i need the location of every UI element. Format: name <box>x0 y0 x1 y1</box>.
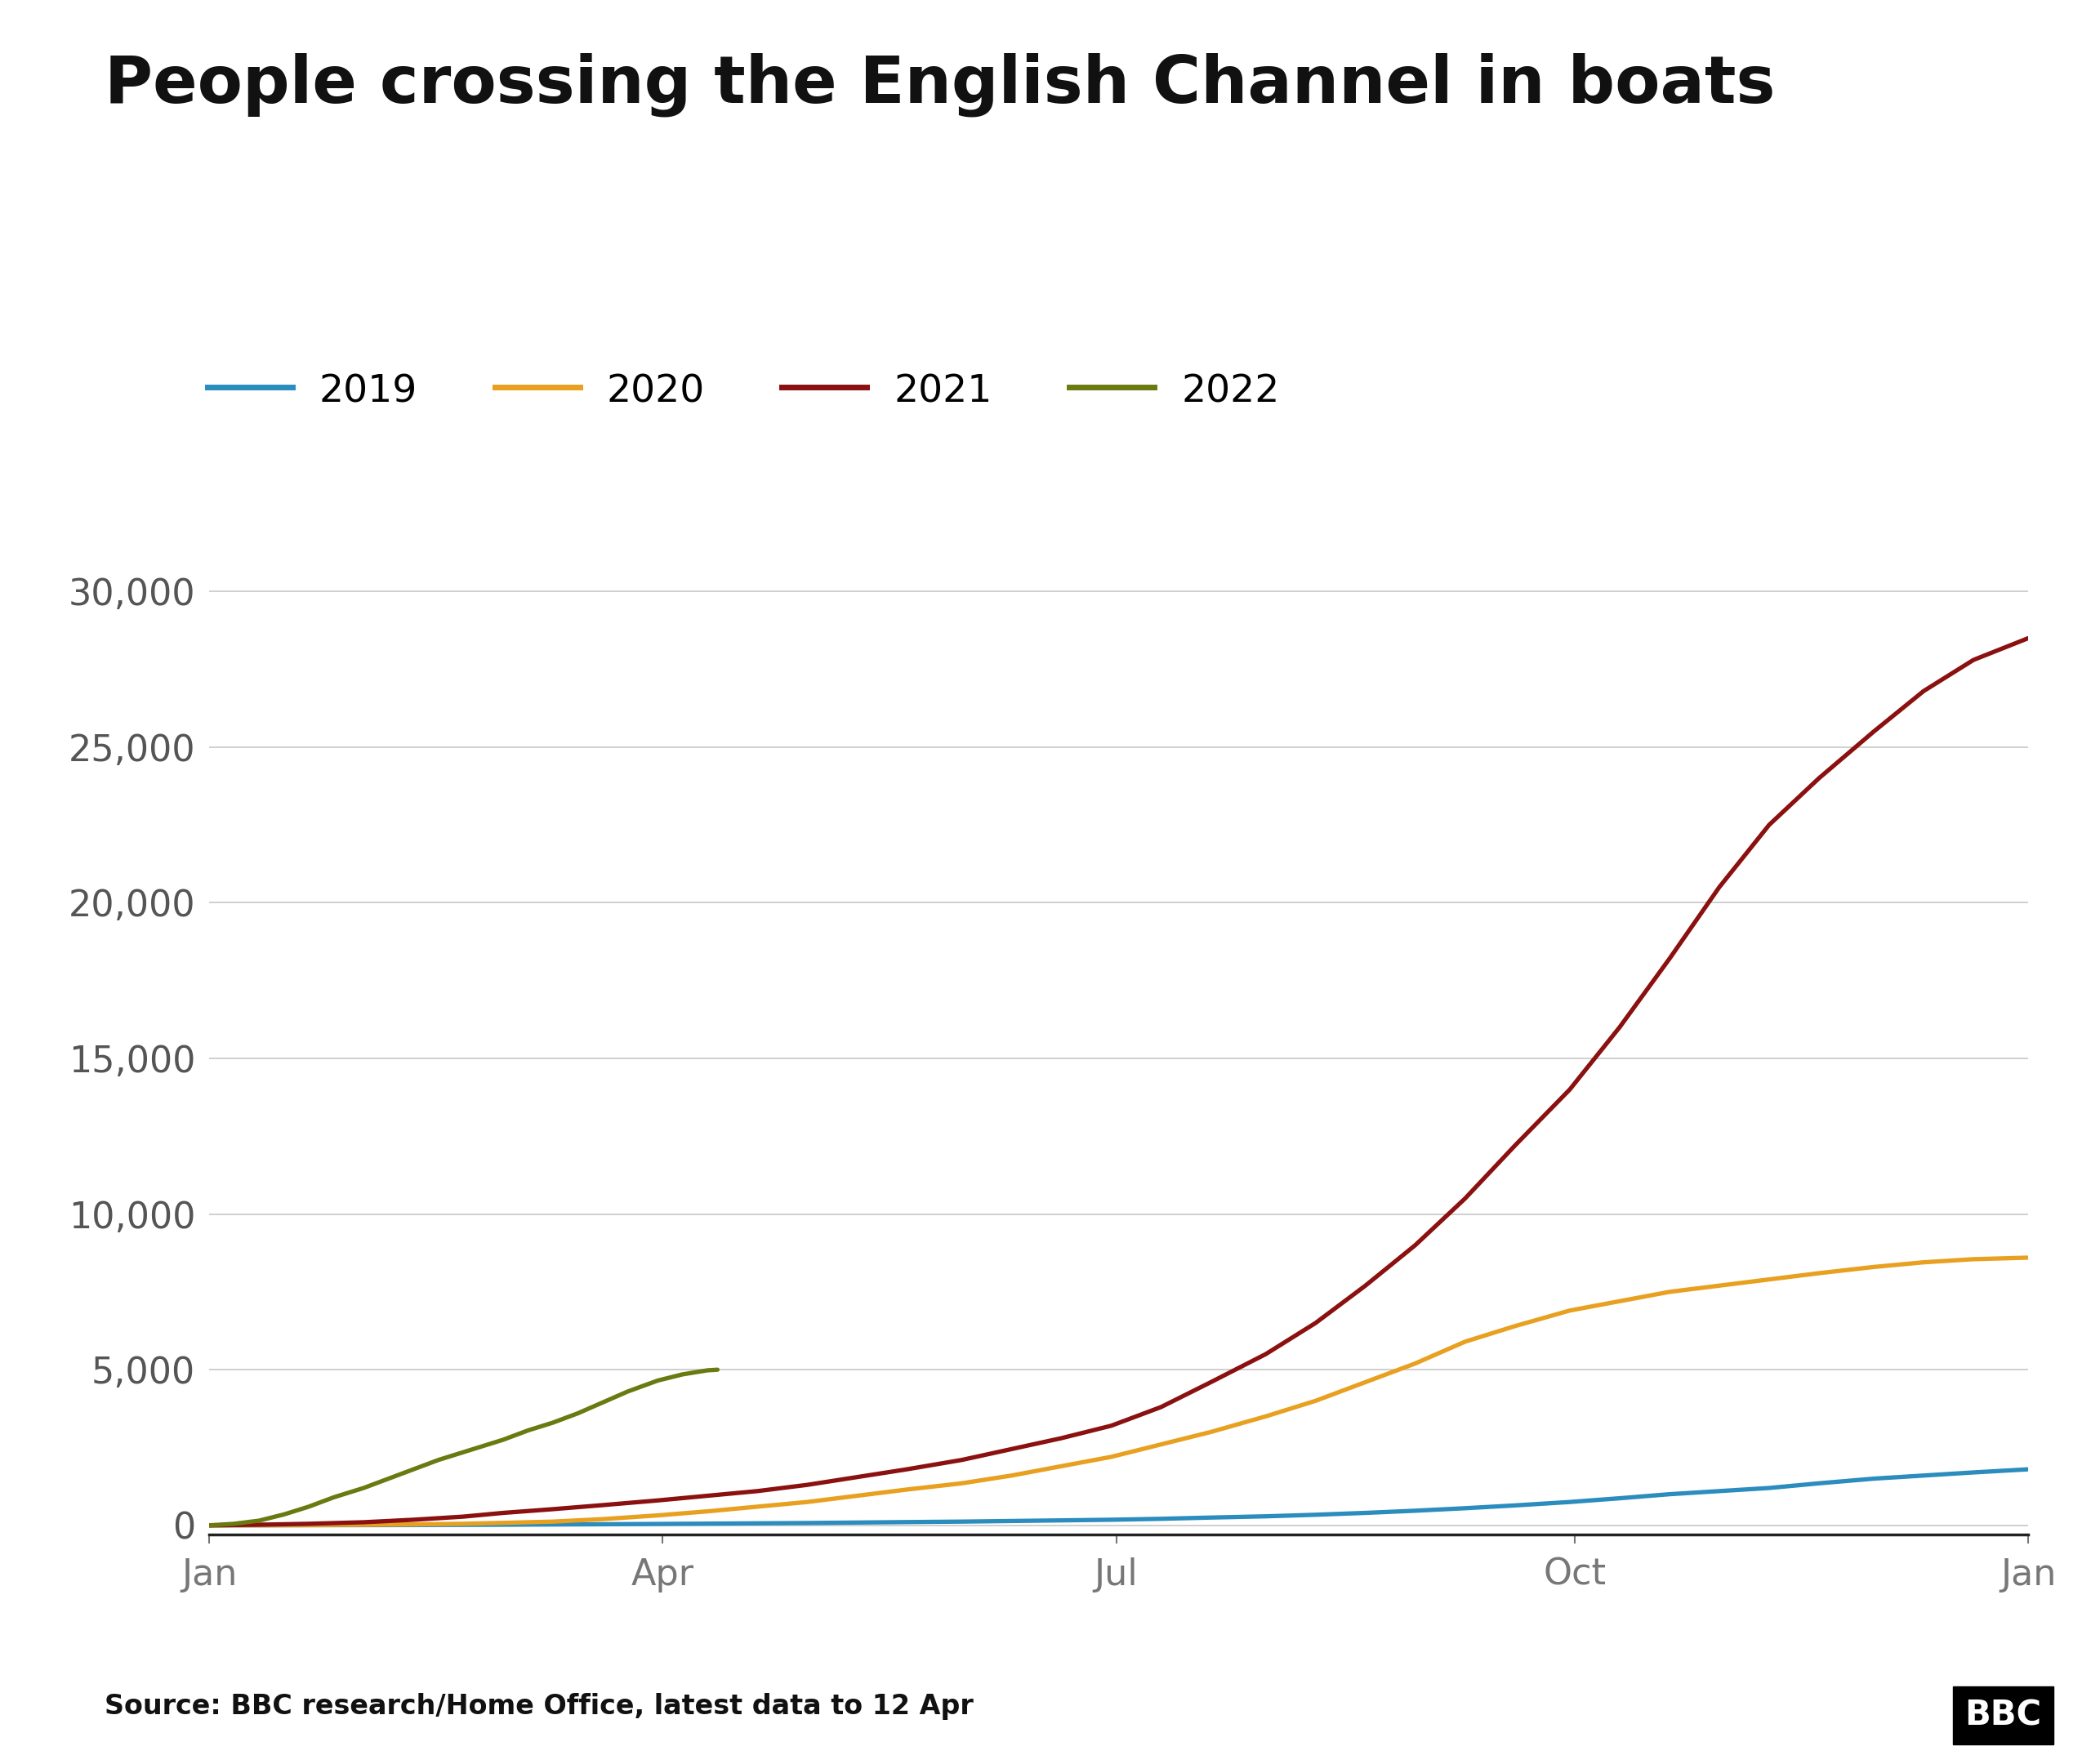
Legend: 2019, 2020, 2021, 2022: 2019, 2020, 2021, 2022 <box>207 372 1280 411</box>
Text: People crossing the English Channel in boats: People crossing the English Channel in b… <box>105 53 1775 116</box>
Text: Source: BBC research/Home Office, latest data to 12 Apr: Source: BBC research/Home Office, latest… <box>105 1693 974 1720</box>
Text: BBC: BBC <box>1966 1699 2041 1732</box>
